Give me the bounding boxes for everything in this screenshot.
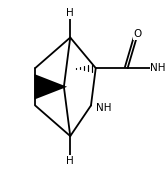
Polygon shape <box>34 74 67 99</box>
Text: NH₂: NH₂ <box>150 63 166 73</box>
Text: H: H <box>66 8 74 18</box>
Text: H: H <box>66 156 74 166</box>
Text: NH: NH <box>96 103 111 113</box>
Text: O: O <box>134 29 142 39</box>
